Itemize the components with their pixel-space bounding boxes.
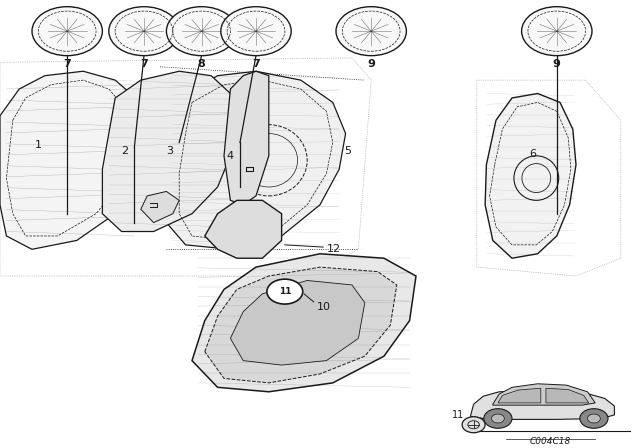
Circle shape [580, 409, 608, 428]
Text: 11: 11 [278, 287, 291, 296]
Polygon shape [485, 94, 576, 258]
Polygon shape [141, 191, 179, 223]
Text: 3: 3 [166, 146, 173, 156]
Text: 7: 7 [63, 59, 71, 69]
Polygon shape [470, 391, 614, 419]
Text: 10: 10 [317, 302, 331, 312]
Polygon shape [205, 267, 397, 383]
Circle shape [109, 7, 179, 56]
Text: 12: 12 [326, 244, 340, 254]
Polygon shape [224, 71, 269, 205]
Text: 6: 6 [529, 149, 536, 159]
Circle shape [492, 414, 504, 423]
Text: 5: 5 [344, 146, 351, 156]
Text: 1: 1 [35, 140, 42, 150]
Circle shape [166, 7, 237, 56]
Text: 4: 4 [227, 151, 234, 161]
Polygon shape [546, 388, 589, 403]
Circle shape [221, 7, 291, 56]
Circle shape [462, 417, 485, 433]
Polygon shape [205, 200, 282, 258]
Circle shape [32, 7, 102, 56]
Circle shape [484, 409, 512, 428]
Polygon shape [230, 280, 365, 365]
Circle shape [522, 7, 592, 56]
Circle shape [588, 414, 600, 423]
Polygon shape [498, 388, 541, 403]
Text: 8: 8 [198, 59, 205, 69]
Text: 11: 11 [452, 410, 465, 420]
Polygon shape [0, 71, 154, 250]
Polygon shape [192, 254, 416, 392]
Text: 7: 7 [140, 59, 148, 69]
Polygon shape [166, 71, 346, 250]
Text: 7: 7 [252, 59, 260, 69]
Text: 2: 2 [121, 146, 129, 156]
Text: C004C18: C004C18 [530, 437, 571, 446]
Polygon shape [102, 71, 237, 232]
Circle shape [267, 279, 303, 304]
Text: 9: 9 [553, 59, 561, 69]
Circle shape [336, 7, 406, 56]
Polygon shape [493, 384, 595, 405]
Text: 9: 9 [367, 59, 375, 69]
